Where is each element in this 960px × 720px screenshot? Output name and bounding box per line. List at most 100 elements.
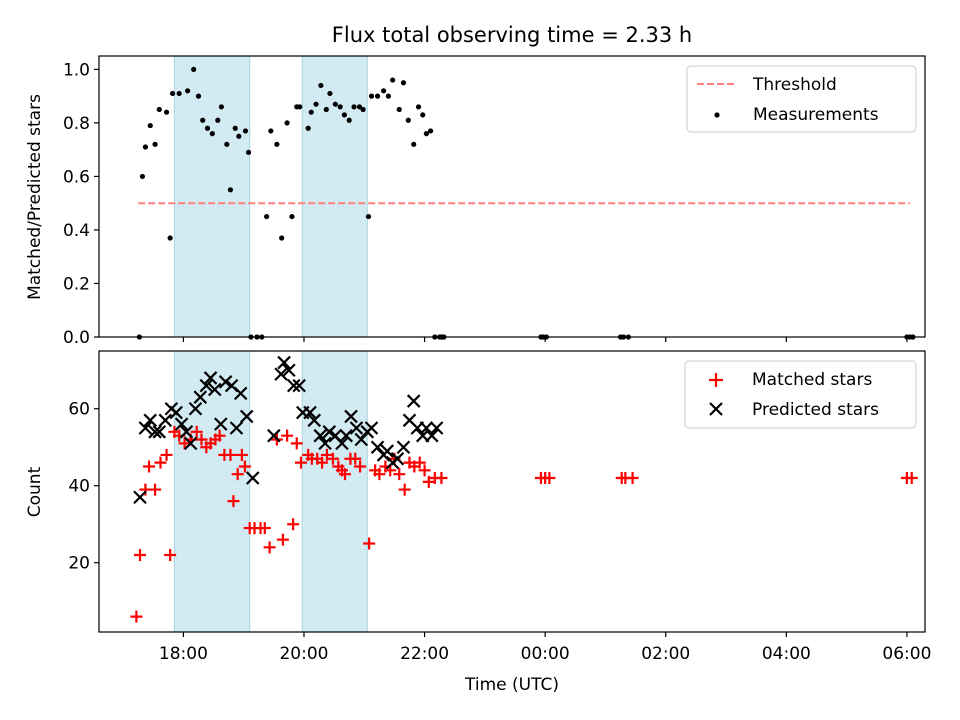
matched-star-marker [418, 464, 431, 477]
predicted-star-marker [233, 386, 248, 401]
measurement-point [313, 101, 319, 107]
predicted-star-marker [183, 436, 198, 451]
measurement-point [169, 90, 176, 97]
bottom-shaded-region-2 [301, 350, 368, 633]
predicted-star-marker [152, 425, 167, 439]
predicted-star-marker [419, 421, 434, 435]
measurement-point [323, 106, 329, 113]
measurement-point [218, 104, 224, 110]
measurement-point [356, 104, 363, 110]
matched-star-marker [154, 456, 167, 469]
legend-matched-swatch [709, 373, 723, 387]
predicted-star-marker [158, 413, 173, 428]
predicted-star-marker [364, 421, 379, 435]
measurement-point [289, 213, 295, 220]
predicted-star-marker [349, 421, 364, 435]
matched-star-marker [281, 429, 294, 442]
matched-star-marker [905, 472, 918, 485]
x-tick-label: 02:00 [641, 644, 690, 664]
bottom-y-tick-label: 20 [68, 554, 90, 574]
measurement-point [167, 235, 173, 241]
matched-star-marker [422, 475, 435, 488]
measurement-point [346, 117, 352, 123]
bottom-axes-frame [98, 350, 926, 633]
measurement-point [318, 82, 324, 89]
predicted-star-marker [274, 367, 288, 381]
measurement-point [380, 88, 387, 94]
matched-star-marker [130, 610, 143, 623]
predicted-star-marker [390, 452, 405, 466]
top-y-tick-label: 1.0 [63, 60, 90, 80]
legend-threshold-label: Threshold [752, 75, 837, 95]
measurement-point [152, 141, 158, 147]
legend-predicted-swatch [709, 402, 723, 416]
predicted-star-marker [380, 444, 394, 458]
matched-star-marker [626, 472, 639, 485]
top-y-tick-label: 0.8 [63, 114, 90, 134]
measurement-point [200, 117, 206, 123]
matched-star-marker [413, 456, 426, 469]
matched-star-markers [130, 425, 918, 623]
matched-star-marker [294, 456, 307, 469]
top-y-tick-label: 0.4 [63, 221, 90, 241]
measurement-point [327, 90, 333, 97]
predicted-star-marker [188, 401, 203, 416]
predicted-star-marker [267, 428, 281, 443]
top-legend: Threshold Measurements [686, 65, 917, 133]
matched-star-marker [354, 460, 367, 473]
measurement-point [215, 117, 221, 123]
predicted-star-marker [429, 421, 444, 435]
top-x-ticks [182, 337, 908, 342]
measurement-point [227, 187, 234, 193]
top-y-ticks: 0.0 0.2 0.4 0.6 0.8 1.0 [63, 60, 99, 348]
matched-star-marker [160, 448, 173, 461]
measurement-point [396, 106, 402, 113]
measurement-point [236, 133, 242, 139]
x-tick-label: 22:00 [400, 644, 449, 664]
measurement-point [274, 141, 280, 147]
x-tick-label: 04:00 [762, 644, 811, 664]
bottom-y-tick-label: 40 [68, 477, 90, 497]
predicted-star-marker [214, 417, 228, 431]
bottom-x-ticks: 18:00 20:00 22:00 00:00 02:00 04:00 06:00 [159, 632, 931, 664]
chart-title: Flux total observing time = 2.33 h [332, 23, 692, 47]
matched-star-marker [316, 456, 329, 469]
legend-predicted-label: Predicted stars [752, 400, 879, 420]
bottom-y-ticks: 20 40 60 [68, 400, 99, 574]
matched-star-marker [143, 460, 156, 473]
predicted-star-marker [303, 405, 317, 420]
measurement-point [242, 128, 249, 134]
matched-star-marker [349, 452, 362, 465]
bottom-y-tick-label: 60 [68, 400, 90, 420]
measurement-point [332, 101, 338, 107]
matched-star-marker [213, 429, 226, 442]
measurement-point [279, 235, 285, 241]
top-y-tick-label: 0.2 [63, 274, 90, 294]
measurement-point [163, 109, 170, 115]
predicted-star-marker [282, 363, 296, 378]
measurement-point [341, 112, 347, 118]
measurement-point [415, 104, 422, 110]
predicted-star-marker [138, 421, 153, 435]
predicted-star-marker [292, 378, 306, 393]
predicted-star-marker [148, 425, 162, 439]
measurement-point [308, 109, 314, 115]
matched-star-marker [320, 448, 333, 461]
predicted-star-marker [169, 405, 183, 420]
measurement-point [209, 131, 215, 137]
measurement-point [400, 80, 407, 86]
predicted-star-marker [203, 371, 218, 385]
top-y-tick-label: 0.6 [63, 167, 90, 187]
measurement-point [368, 93, 375, 99]
matched-star-marker [258, 522, 271, 535]
x-axis-label: Time (UTC) [464, 675, 559, 695]
measurement-point [428, 128, 434, 134]
matched-star-marker [393, 468, 406, 481]
measurement-point [156, 106, 162, 113]
matched-star-marker [398, 483, 411, 496]
x-tick-label: 06:00 [882, 644, 931, 664]
measurement-point [351, 104, 357, 110]
matched-star-marker [149, 483, 162, 496]
measurement-point [337, 104, 343, 110]
top-axes-frame [98, 55, 926, 338]
